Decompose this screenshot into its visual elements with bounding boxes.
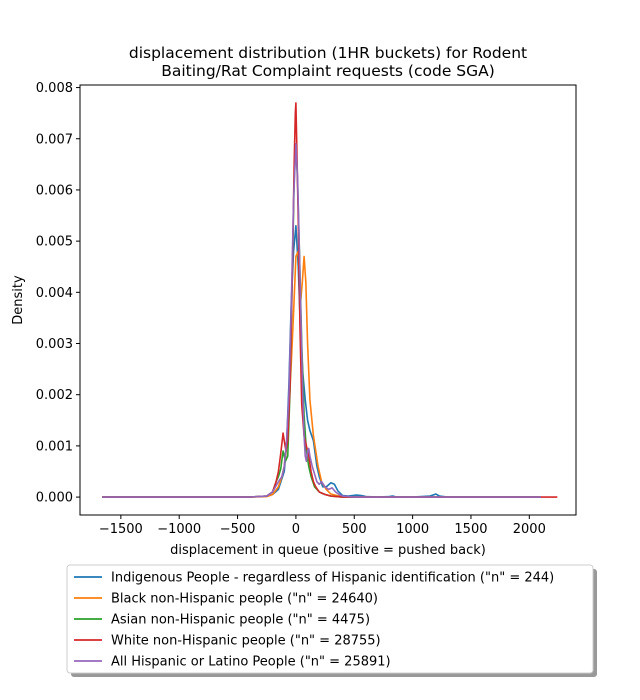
chart-title-line-2: Baiting/Rat Complaint requests (code SGA…	[161, 62, 495, 80]
y-axis-ticks: 0.000 0.001 0.002 0.003 0.004 0.005 0.006 0.007…	[36, 81, 80, 506]
y-tick-label: 0.006	[36, 183, 73, 198]
y-tick-label: 0.007	[36, 132, 73, 147]
y-tick-label: 0.001	[36, 439, 73, 454]
x-tick-label: −500	[220, 522, 256, 537]
y-tick-label: 0.005	[36, 235, 73, 250]
legend-label-2: Asian non-Hispanic people ("n" = 4475)	[111, 613, 370, 628]
legend-label-0: Indigenous People - regardless of Hispan…	[111, 571, 554, 586]
series-line-4	[102, 143, 541, 498]
x-tick-label: 2000	[513, 522, 546, 537]
series-line-3	[102, 102, 558, 498]
x-tick-label: −1500	[99, 522, 143, 537]
x-tick-label: 500	[342, 522, 367, 537]
legend-entries: Indigenous People - regardless of Hispan…	[74, 571, 554, 670]
series-line-2	[102, 143, 541, 498]
y-tick-label: 0.003	[36, 337, 73, 352]
plot-lines	[102, 102, 558, 498]
series-line-0	[102, 224, 541, 498]
y-tick-label: 0.002	[36, 388, 73, 403]
x-tick-label: 0	[292, 522, 300, 537]
legend-label-4: All Hispanic or Latino People ("n" = 258…	[111, 655, 391, 670]
legend-frame	[66, 564, 594, 674]
plot-frame	[79, 84, 577, 516]
chart-title-line-1: displacement distribution (1HR buckets) …	[129, 44, 527, 62]
x-axis-ticks: −1500 −1000 −500 0 500 1000 1500 2000	[99, 515, 546, 537]
legend-label-1: Black non-Hispanic people ("n" = 24640)	[111, 592, 378, 607]
y-tick-label: 0.008	[36, 81, 73, 96]
y-axis-label: Density	[11, 275, 26, 325]
legend: Indigenous People - regardless of Hispan…	[66, 564, 597, 677]
x-tick-label: 1000	[396, 522, 429, 537]
series-line-1	[102, 250, 541, 498]
x-axis-label: displacement in queue (positive = pushed…	[170, 543, 486, 558]
y-tick-label: 0.004	[36, 286, 73, 301]
x-tick-label: 1500	[454, 522, 487, 537]
y-tick-label: 0.000	[36, 491, 73, 506]
legend-label-3: White non-Hispanic people ("n" = 28755)	[111, 634, 381, 649]
x-tick-label: −1000	[157, 522, 201, 537]
